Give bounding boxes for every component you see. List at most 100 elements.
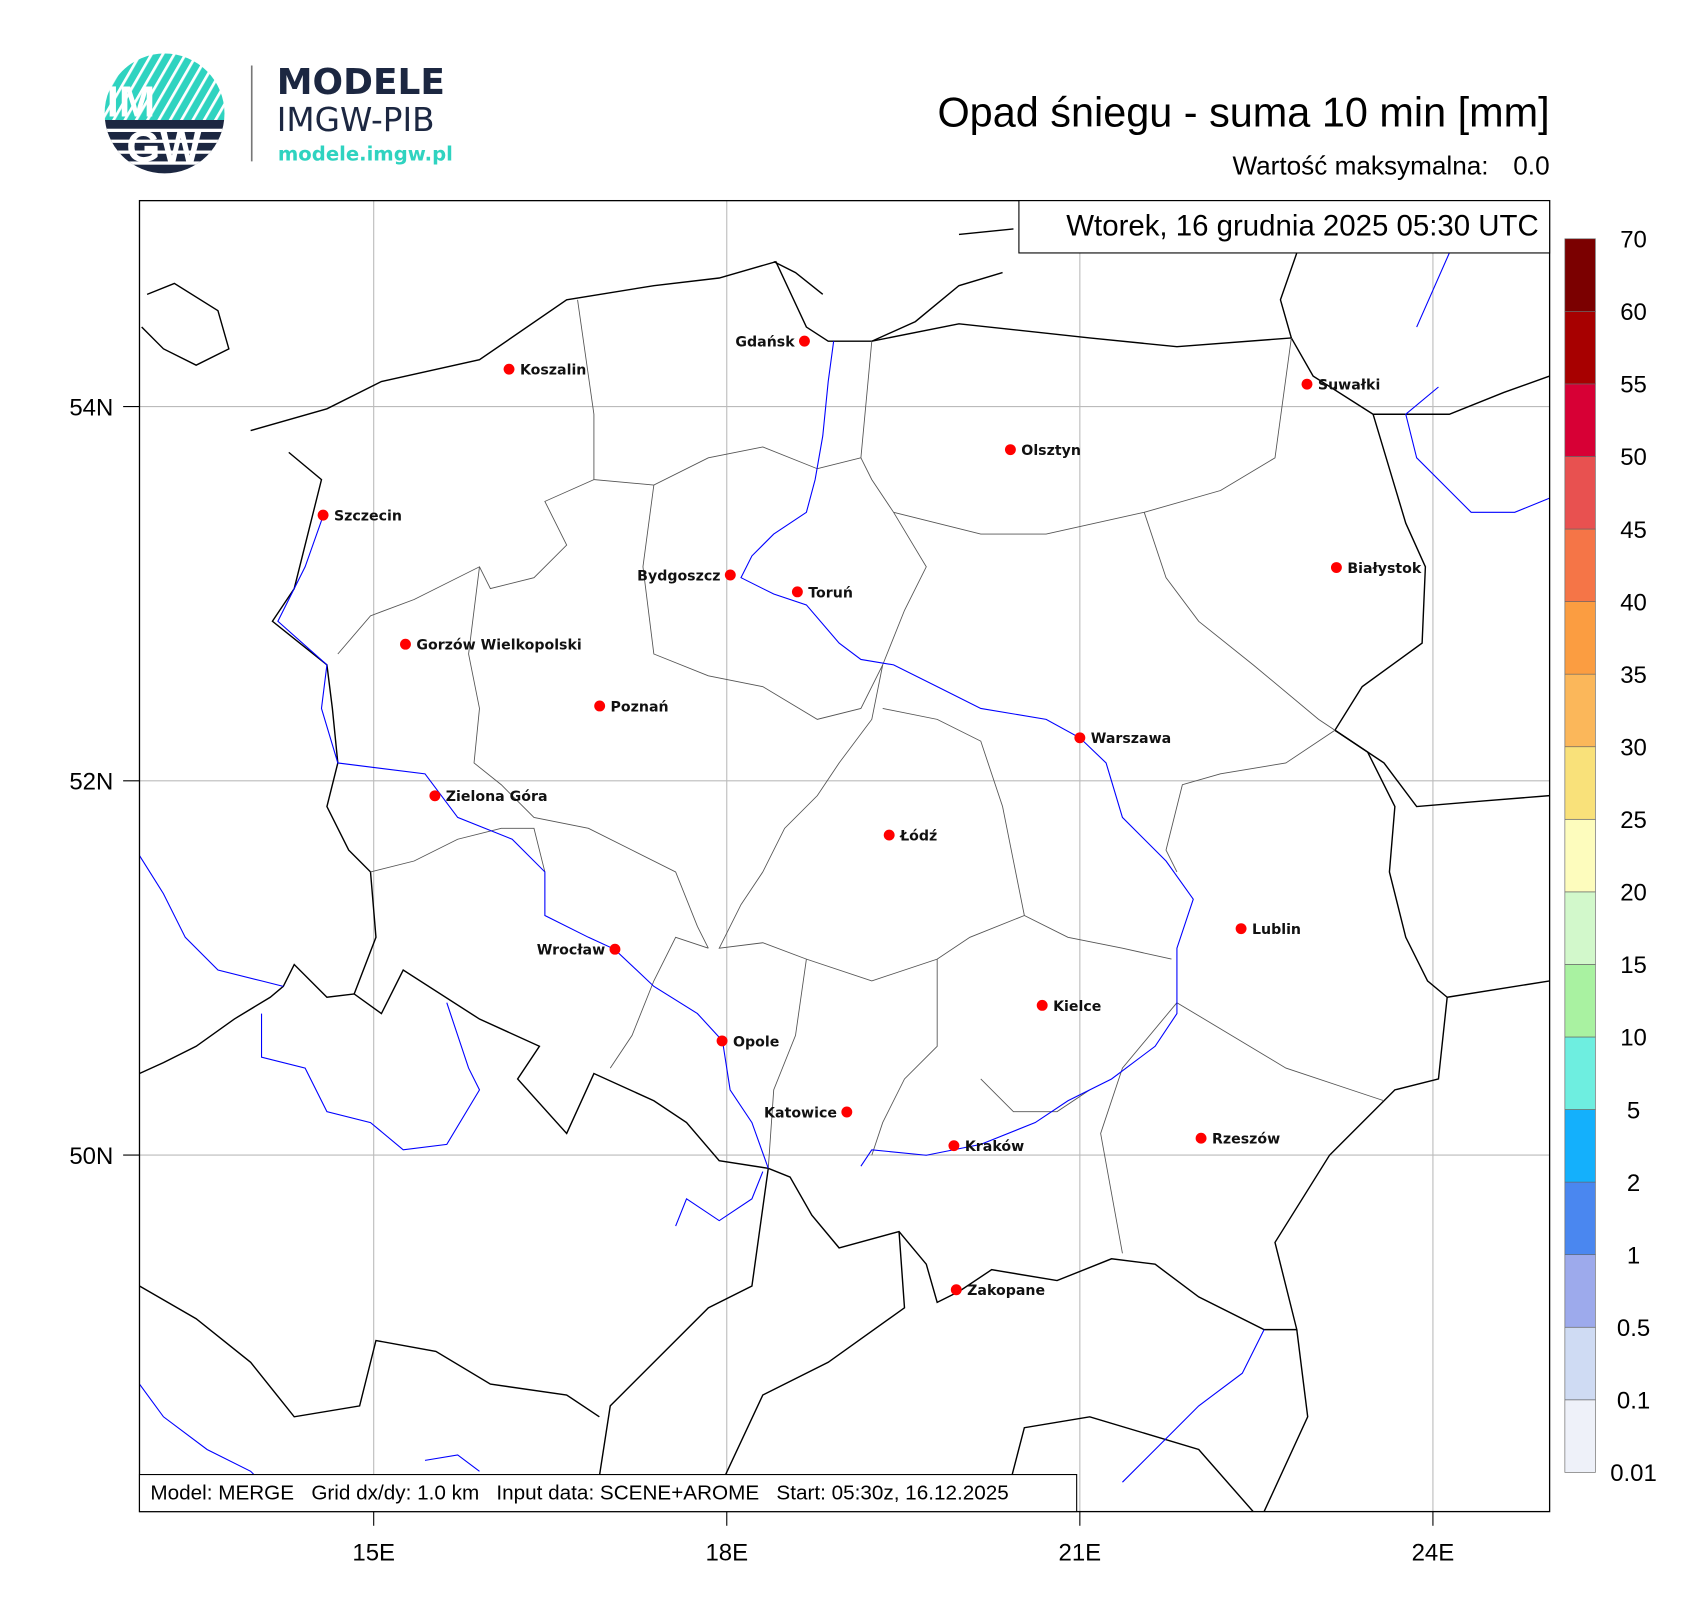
- colorbar-bin: [1564, 456, 1596, 530]
- city-marker: [724, 569, 736, 581]
- country-borders: [139, 228, 1550, 1512]
- colorbar-bin: [1564, 818, 1596, 893]
- city-label: Koszalin: [520, 363, 586, 379]
- city-label: Katowice: [764, 1105, 837, 1121]
- city-label: Olsztyn: [1021, 443, 1081, 459]
- colorbar-bin: [1564, 383, 1596, 457]
- region-borders: [337, 299, 1385, 1254]
- colorbar-label: 55: [1620, 372, 1647, 399]
- lon-tick-label: 18E: [705, 1540, 748, 1567]
- colorbar-bin: [1564, 746, 1596, 820]
- city-label: Zakopane: [967, 1283, 1045, 1299]
- colorbar-bin: [1564, 1399, 1596, 1473]
- colorbar-bin: [1564, 891, 1596, 965]
- datetime-box: Wtorek, 16 grudnia 2025 05:30 UTC: [1018, 200, 1551, 254]
- colorbar-label: 1: [1627, 1242, 1640, 1269]
- colorbar-bin: [1564, 238, 1596, 312]
- rivers: [139, 252, 1550, 1505]
- colorbar-label: 2: [1627, 1170, 1640, 1197]
- colorbar-label: 60: [1620, 299, 1647, 326]
- colorbar-bin: [1564, 1109, 1596, 1183]
- colorbar-bin: [1564, 673, 1596, 748]
- logo-org: IMGW-PIB: [277, 101, 435, 139]
- river-vistula: [740, 341, 1194, 1167]
- lon-tick-label: 24E: [1412, 1540, 1455, 1567]
- imgw-logo: IM GW MODELE IMGW-PIB modele.imgw.pl: [104, 53, 453, 174]
- river-oder: [277, 514, 769, 1169]
- map-panel: Gdańsk Koszalin Suwałki Olsztyn Szczecin Biał…: [139, 200, 1550, 1512]
- max-value-label: Wartość maksymalna:: [1232, 150, 1488, 180]
- colorbar-label: 20: [1620, 880, 1647, 907]
- logo-badge-bottom: GW: [126, 123, 202, 171]
- colorbar-label: 15: [1620, 952, 1647, 979]
- city-marker: [609, 943, 621, 955]
- colorbar-label: 5: [1627, 1097, 1640, 1124]
- lat-tick-label: 50N: [69, 1143, 113, 1170]
- colorbar-label: 0.1: [1617, 1388, 1650, 1415]
- lat-tick-label: 52N: [69, 769, 113, 796]
- city-marker: [883, 829, 895, 841]
- city-marker: [429, 790, 441, 802]
- city-marker: [594, 700, 606, 712]
- datetime-label: Wtorek, 16 grudnia 2025 05:30 UTC: [1066, 210, 1538, 243]
- logo-url: modele.imgw.pl: [278, 142, 453, 165]
- poland-border: [139, 260, 1448, 1331]
- city-marker: [716, 1035, 728, 1047]
- model-info: Model: MERGE Grid dx/dy: 1.0 km Input da…: [150, 1482, 1008, 1505]
- city-label: Gdańsk: [735, 335, 795, 351]
- city-marker: [950, 1284, 962, 1296]
- colorbar-label: 45: [1620, 517, 1647, 544]
- model-info-box: Model: MERGE Grid dx/dy: 1.0 km Input da…: [138, 1474, 1078, 1513]
- colorbar-label: 0.5: [1617, 1315, 1650, 1342]
- colorbar-bin: [1564, 1036, 1596, 1110]
- city-marker: [948, 1140, 960, 1152]
- axes: 15E 18E 21E 24E 54N 52N 50N: [69, 394, 1454, 1566]
- colorbar-label: 70: [1620, 227, 1647, 254]
- colorbar-bin: [1564, 1181, 1596, 1256]
- logo-brand: MODELE: [277, 62, 445, 103]
- city-label: Wrocław: [537, 943, 605, 959]
- city-label: Opole: [733, 1034, 779, 1050]
- city-marker: [791, 586, 803, 598]
- colorbar-bin: [1564, 528, 1596, 602]
- max-value: 0.0: [1513, 150, 1549, 180]
- graticule: [139, 200, 1550, 1512]
- city-marker: [1074, 732, 1086, 744]
- city-label: Białystok: [1347, 561, 1422, 577]
- city-label: Warszawa: [1091, 731, 1172, 747]
- city-label: Zielona Góra: [446, 789, 548, 805]
- colorbar-bin: [1564, 1326, 1596, 1401]
- city-marker: [317, 509, 329, 521]
- city-marker: [503, 363, 515, 375]
- city-marker: [799, 335, 810, 347]
- city-marker: [1235, 923, 1247, 935]
- logo-badge-top: IM: [107, 79, 155, 127]
- city-marker: [400, 638, 411, 650]
- lon-tick-label: 21E: [1059, 1540, 1102, 1567]
- city-marker: [841, 1106, 853, 1118]
- colorbar-label: 25: [1620, 807, 1647, 834]
- city-markers: Gdańsk Koszalin Suwałki Olsztyn Szczecin Biał…: [317, 335, 1422, 1299]
- city-label: Gorzów Wielkopolski: [416, 638, 581, 654]
- city-label: Suwałki: [1318, 378, 1380, 394]
- city-label: Łódź: [899, 829, 937, 845]
- city-label: Toruń: [808, 585, 853, 601]
- colorbar-label: 40: [1620, 589, 1647, 616]
- city-label: Lublin: [1252, 922, 1301, 938]
- colorbar-label: 35: [1620, 662, 1647, 689]
- city-marker: [1301, 378, 1313, 390]
- lon-tick-label: 15E: [352, 1540, 395, 1567]
- colorbar-bin: [1564, 601, 1596, 675]
- city-label: Kraków: [965, 1139, 1024, 1155]
- lat-tick-label: 54N: [69, 394, 113, 421]
- city-label: Szczecin: [334, 509, 402, 525]
- city-label: Rzeszów: [1212, 1132, 1280, 1148]
- colorbar-bin: [1564, 964, 1596, 1038]
- city-label: Bydgoszcz: [637, 568, 720, 584]
- city-label: Poznań: [611, 699, 669, 715]
- city-marker: [1195, 1132, 1207, 1144]
- colorbar-label: 10: [1620, 1025, 1647, 1052]
- city-marker: [1004, 444, 1016, 456]
